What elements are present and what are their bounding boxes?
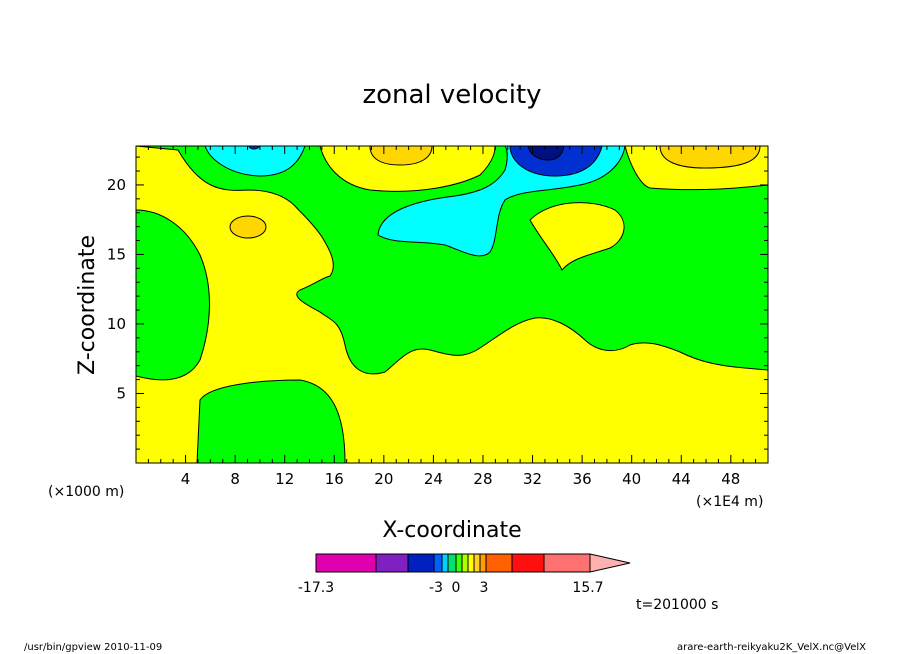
colorbar-segment	[511, 553, 545, 573]
y-tick-label: 5	[116, 384, 126, 402]
yellow-center-right	[529, 202, 625, 271]
gold-left-blob	[229, 215, 267, 239]
x-tick-label: 16	[325, 470, 344, 488]
colorbar	[315, 553, 631, 573]
y-tick-label: 20	[107, 176, 126, 194]
x-unit-right: (×1E4 m)	[696, 494, 763, 510]
colorbar-segment	[441, 553, 449, 573]
chart-title: zonal velocity	[362, 80, 541, 110]
green-bottom-region	[196, 379, 346, 463]
footer-left: /usr/bin/gpview 2010-11-09	[24, 642, 162, 653]
x-tick-label: 4	[181, 470, 191, 488]
colorbar-segment	[455, 553, 463, 573]
x-tick-label: 24	[424, 470, 443, 488]
contour-field	[136, 146, 768, 463]
green-left-region	[136, 209, 210, 381]
colorbar-segment	[479, 553, 487, 573]
x-tick-label: 12	[275, 470, 294, 488]
cyan-top-left	[204, 146, 306, 177]
x-axis-ticks: 4 8 12 16 20 24 28 32 36 40 44 48	[147, 146, 757, 488]
x-tick-label: 44	[672, 470, 691, 488]
x-tick-label: 40	[622, 470, 641, 488]
colorbar-segment	[433, 553, 443, 573]
colorbar-segment	[473, 553, 481, 573]
colorbar-tick-label: 15.7	[572, 580, 603, 596]
time-label: t=201000 s	[636, 597, 718, 613]
x-tick-label: 36	[573, 470, 592, 488]
colorbar-tick-label: 0	[452, 580, 461, 596]
blue-core-inner	[527, 146, 565, 161]
x-tick-label: 32	[523, 470, 542, 488]
colorbar-segment	[375, 553, 409, 573]
colorbar-segment	[467, 553, 475, 573]
x-tick-label: 48	[721, 470, 740, 488]
colorbar-segment	[407, 553, 435, 573]
green-upper-region	[136, 146, 768, 375]
colorbar-segment	[447, 553, 457, 573]
y-tick-label: 15	[107, 245, 126, 263]
colorbar-max-arrow	[589, 553, 631, 573]
y-axis-ticks: 5 10 15 20	[107, 156, 768, 450]
x-unit-left: (×1000 m)	[48, 484, 124, 500]
colorbar-segment	[543, 553, 591, 573]
colorbar-tick-label: 3	[480, 580, 489, 596]
colorbar-tick-label: -3	[429, 580, 443, 596]
colorbar-segment	[461, 553, 469, 573]
colorbar-tick-label: -17.3	[298, 580, 334, 596]
colorbar-segment	[485, 553, 513, 573]
x-tick-label: 20	[374, 470, 393, 488]
x-axis-label: X-coordinate	[382, 518, 521, 543]
colorbar-tick-labels: -17.3 -3 0 3 15.7	[298, 580, 604, 596]
y-tick-label: 10	[107, 315, 126, 333]
gold-top-right	[659, 146, 761, 169]
plot-frame	[135, 145, 769, 464]
colorbar-segment	[315, 553, 377, 573]
gold-top-mid	[369, 146, 433, 166]
x-tick-label: 28	[473, 470, 492, 488]
footer-right: arare-earth-reikyaku2K_VelX.nc@VelX	[677, 642, 866, 653]
blue-small-core	[248, 146, 260, 150]
y-axis-label: Z-coordinate	[75, 235, 100, 375]
x-tick-label: 8	[230, 470, 240, 488]
yellow-top-mid	[319, 146, 496, 192]
